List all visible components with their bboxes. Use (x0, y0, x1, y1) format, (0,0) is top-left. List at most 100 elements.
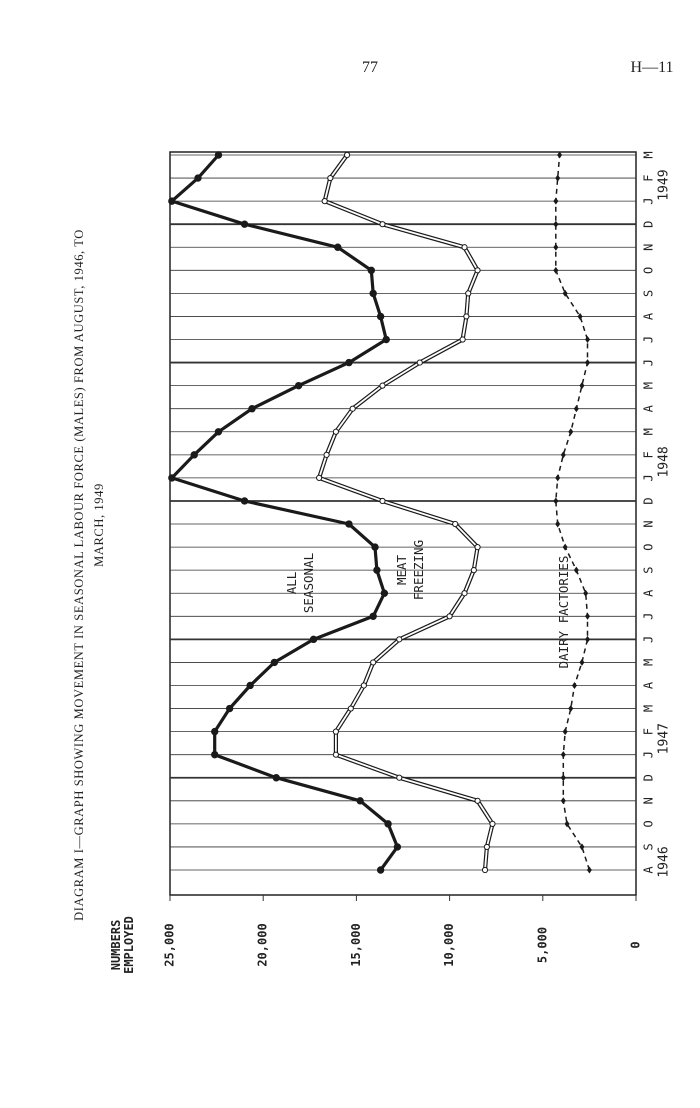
point (360, 682, 367, 689)
point (573, 405, 579, 413)
point (474, 267, 481, 274)
point (379, 382, 386, 389)
point (323, 451, 330, 458)
point (470, 567, 477, 574)
page-number: 77 (362, 59, 378, 76)
point (577, 312, 583, 320)
page-code: H—11 (631, 59, 674, 76)
x-tick-label: S (642, 290, 656, 297)
point (586, 866, 592, 874)
point (560, 451, 566, 459)
plot-frame (169, 151, 637, 896)
x-tick-label: M (642, 659, 656, 666)
point (211, 727, 219, 736)
point (334, 243, 342, 251)
point (332, 728, 339, 735)
point (585, 336, 591, 344)
x-tick-label: N (642, 520, 656, 527)
y-tick-label: 15,000 (349, 923, 363, 966)
series-line-inner (318, 154, 494, 871)
point (345, 520, 353, 528)
year-label: 1946 (657, 846, 672, 877)
year-label: 1949 (657, 169, 672, 200)
point (379, 497, 386, 505)
point (568, 705, 574, 713)
point (316, 474, 323, 482)
point (214, 428, 223, 436)
point (376, 866, 385, 874)
x-tick-label: A (642, 681, 656, 689)
point (585, 612, 591, 620)
point (270, 658, 279, 667)
point (225, 704, 234, 713)
point (168, 197, 176, 205)
point (564, 820, 570, 828)
point (246, 681, 254, 690)
point (465, 290, 472, 297)
point (168, 474, 176, 482)
x-tick-label: J (642, 336, 656, 343)
point (345, 358, 353, 367)
y-tick-label: 25,000 (163, 923, 177, 966)
series-line (555, 154, 591, 871)
point (483, 843, 490, 851)
point (369, 289, 377, 298)
point (579, 382, 585, 390)
series-line (317, 153, 495, 871)
x-tick-label: A (642, 866, 656, 874)
x-tick-label: J (642, 198, 656, 205)
point (240, 497, 249, 505)
series-label: ALL SEASONAL (284, 553, 316, 613)
x-tick-label: F (642, 728, 656, 735)
point (379, 221, 386, 228)
point (382, 335, 390, 344)
point (309, 635, 318, 644)
point (376, 312, 385, 321)
x-tick-label: N (642, 244, 656, 251)
point (396, 774, 403, 781)
point (555, 520, 561, 528)
point (396, 636, 403, 643)
x-tick-label: J (642, 359, 656, 366)
point (367, 266, 376, 275)
x-tick-label: S (642, 567, 656, 574)
x-tick-label: J (642, 474, 656, 481)
point (240, 220, 249, 228)
x-tick-label: F (642, 451, 656, 458)
point (571, 681, 577, 689)
x-tick-label: S (642, 843, 656, 850)
point (585, 635, 591, 643)
x-tick-label: J (642, 613, 656, 620)
y-axis-label: NUMBERSEMPLOYED (109, 916, 136, 974)
point (481, 866, 489, 874)
point (573, 566, 579, 574)
x-tick-label: D (642, 221, 656, 228)
point (553, 197, 559, 205)
x-tick-label: O (642, 543, 656, 550)
point (555, 474, 561, 482)
point (463, 313, 470, 320)
point (560, 797, 566, 805)
series-label: MEAT FREEZING (394, 540, 426, 600)
point (557, 151, 563, 159)
point (356, 797, 364, 805)
point (562, 543, 568, 551)
point (190, 451, 198, 459)
point (214, 151, 223, 159)
point (343, 151, 351, 159)
point (321, 198, 328, 205)
point (560, 751, 566, 759)
point (555, 174, 561, 182)
point (560, 774, 566, 782)
x-tick-label: A (642, 404, 656, 412)
y-tick-label: 5,000 (535, 927, 549, 963)
point (380, 589, 389, 597)
point (568, 428, 574, 436)
series-line (170, 153, 399, 871)
x-tick-label: M (642, 382, 656, 389)
point (194, 174, 202, 182)
x-tick-label: A (642, 589, 656, 597)
x-tick-label: N (642, 797, 656, 804)
point (461, 590, 468, 597)
x-tick-label: D (642, 774, 656, 781)
